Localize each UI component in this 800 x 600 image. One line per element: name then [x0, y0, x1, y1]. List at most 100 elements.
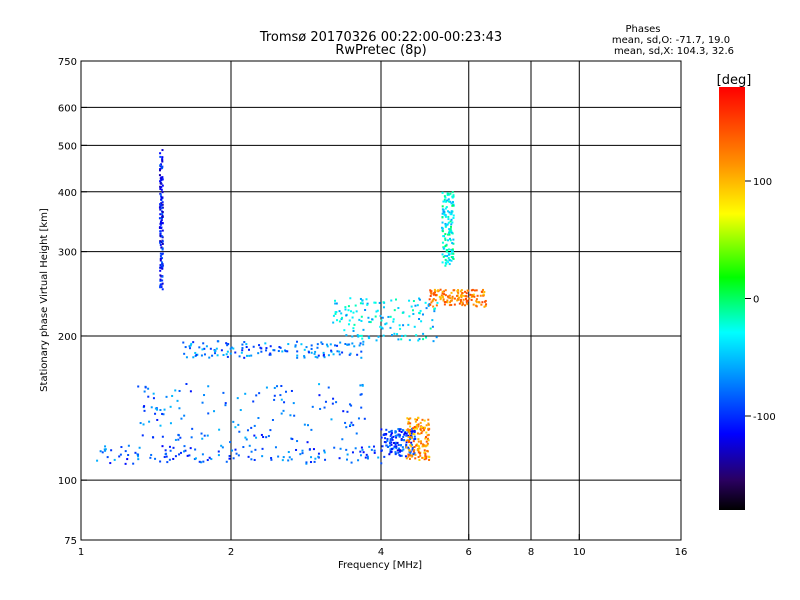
- data-point: [431, 299, 434, 302]
- data-point: [159, 255, 162, 258]
- data-point: [291, 438, 294, 441]
- data-point: [206, 434, 209, 437]
- data-point: [360, 334, 363, 337]
- data-point: [161, 210, 164, 213]
- data-point: [234, 351, 237, 354]
- data-point: [163, 456, 166, 459]
- data-point: [362, 340, 365, 343]
- data-point: [464, 290, 467, 293]
- data-point: [460, 296, 463, 299]
- data-point: [226, 350, 229, 353]
- data-point: [329, 343, 332, 346]
- data-point: [446, 299, 449, 302]
- data-point: [395, 436, 398, 439]
- data-point: [389, 448, 392, 451]
- data-point: [368, 320, 371, 323]
- data-point: [459, 299, 462, 302]
- data-point: [217, 340, 220, 343]
- data-point: [402, 439, 405, 442]
- data-point: [432, 305, 435, 308]
- data-point: [351, 342, 354, 345]
- data-point: [353, 345, 356, 348]
- data-point: [362, 343, 365, 346]
- data-point: [161, 267, 164, 270]
- data-point: [159, 424, 162, 427]
- data-point: [422, 338, 425, 341]
- data-point: [395, 434, 398, 437]
- data-point: [191, 427, 194, 430]
- data-point: [342, 410, 345, 413]
- data-point: [323, 451, 326, 454]
- data-point: [296, 354, 299, 357]
- data-point: [446, 255, 449, 258]
- data-point: [401, 334, 404, 337]
- data-point: [179, 436, 182, 439]
- data-point: [348, 403, 351, 406]
- data-point: [359, 297, 362, 300]
- data-point: [161, 445, 164, 448]
- data-point: [470, 289, 473, 292]
- data-point: [194, 457, 197, 460]
- data-point: [444, 200, 447, 203]
- data-point: [414, 304, 417, 307]
- data-point: [460, 301, 463, 304]
- data-point: [408, 454, 411, 457]
- data-point: [450, 291, 453, 294]
- data-point: [103, 448, 106, 451]
- data-point: [392, 318, 395, 321]
- data-point: [444, 215, 447, 218]
- y-tick-label: 200: [58, 332, 77, 343]
- data-point: [427, 304, 430, 307]
- data-point: [303, 348, 306, 351]
- data-point: [407, 453, 410, 456]
- data-point: [441, 292, 444, 295]
- data-point: [159, 243, 162, 246]
- data-point: [358, 344, 361, 347]
- data-point: [441, 212, 444, 215]
- x-tick-label: 6: [466, 547, 472, 558]
- data-point: [408, 315, 411, 318]
- colorbar-tick-label: 0: [753, 295, 759, 306]
- data-point: [360, 454, 363, 457]
- data-point: [419, 428, 422, 431]
- data-point: [338, 350, 341, 353]
- data-point: [394, 430, 397, 433]
- data-point: [466, 303, 469, 306]
- data-point: [183, 445, 186, 448]
- data-point: [344, 421, 347, 424]
- data-point: [281, 459, 284, 462]
- data-point: [382, 334, 385, 337]
- data-point: [457, 292, 460, 295]
- data-point: [177, 438, 180, 441]
- data-point: [380, 319, 383, 322]
- data-point: [201, 348, 204, 351]
- data-point: [424, 454, 427, 457]
- data-point: [444, 214, 447, 217]
- data-point: [137, 455, 140, 458]
- data-point: [389, 451, 392, 454]
- data-point: [424, 437, 427, 440]
- data-point: [418, 338, 421, 341]
- data-point: [471, 288, 474, 291]
- data-point: [366, 455, 369, 458]
- data-point: [314, 457, 317, 460]
- data-point: [450, 248, 453, 251]
- data-point: [225, 353, 228, 356]
- data-point: [447, 296, 450, 299]
- data-point: [310, 351, 313, 354]
- data-point: [451, 201, 454, 204]
- data-point: [244, 436, 247, 439]
- data-point: [165, 452, 168, 455]
- data-point: [408, 431, 411, 434]
- data-point: [159, 223, 162, 226]
- data-point: [408, 441, 411, 444]
- data-point: [161, 184, 164, 187]
- data-point: [409, 422, 412, 425]
- data-point: [413, 433, 416, 436]
- data-point: [279, 394, 282, 397]
- data-point: [270, 458, 273, 461]
- data-point: [448, 228, 451, 231]
- data-point: [245, 354, 248, 357]
- data-point: [276, 385, 279, 388]
- data-point: [422, 444, 425, 447]
